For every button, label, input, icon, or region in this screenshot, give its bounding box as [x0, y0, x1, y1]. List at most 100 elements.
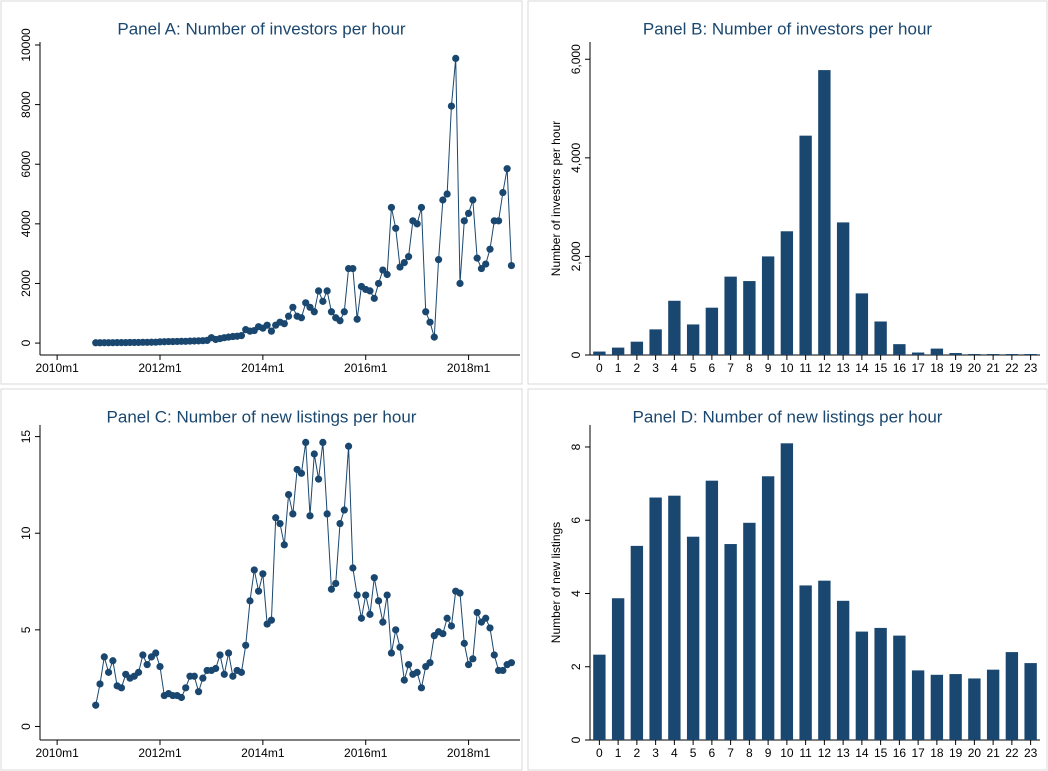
- data-point: [383, 270, 391, 279]
- x-tick-label: 15: [874, 746, 888, 760]
- x-tick-label: 5: [690, 746, 697, 760]
- data-point: [96, 680, 104, 688]
- y-axis-label: Number of investors per hour: [549, 121, 563, 276]
- data-point: [302, 438, 310, 446]
- x-tick-label: 7: [727, 746, 734, 760]
- data-point: [280, 320, 288, 328]
- data-point: [182, 684, 190, 692]
- bar: [855, 293, 869, 355]
- data-point: [212, 664, 220, 673]
- x-tick-label: 9: [765, 746, 772, 760]
- x-tick-label: 15: [874, 361, 888, 375]
- x-tick-label: 18: [930, 361, 944, 375]
- data-point: [323, 510, 331, 518]
- x-tick-label: 21: [986, 361, 1000, 375]
- y-tick-label: 6000: [19, 151, 33, 178]
- x-tick-label: 2016m1: [344, 746, 388, 760]
- x-tick-label: 14: [855, 746, 869, 760]
- x-tick-label: 9: [765, 361, 772, 375]
- data-point: [143, 661, 151, 669]
- data-point: [482, 260, 490, 268]
- bar: [686, 536, 700, 740]
- x-tick-label: 3: [652, 361, 659, 375]
- data-point: [177, 693, 186, 702]
- data-point: [434, 256, 443, 264]
- data-point: [349, 564, 357, 572]
- y-tick-label: 0: [569, 351, 583, 358]
- bar: [630, 341, 644, 355]
- bar: [986, 669, 1000, 740]
- data-point: [447, 622, 456, 630]
- x-tick-label: 20: [968, 361, 982, 375]
- y-tick-label: 0: [19, 723, 33, 730]
- data-point: [349, 264, 357, 273]
- chart-title: Panel B: Number of investors per hour: [643, 19, 932, 38]
- data-point: [392, 224, 400, 232]
- data-point: [370, 574, 378, 582]
- bar: [724, 544, 737, 740]
- x-tick-label: 0: [596, 361, 603, 375]
- data-point: [473, 254, 481, 262]
- data-point: [486, 624, 494, 632]
- data-point: [507, 659, 516, 667]
- x-tick-label: 19: [949, 746, 963, 760]
- bar: [911, 670, 925, 740]
- bar: [668, 300, 681, 355]
- bar: [874, 627, 887, 740]
- data-point: [486, 245, 494, 253]
- x-tick-label: 12: [818, 746, 832, 760]
- data-point: [92, 701, 100, 709]
- data-point: [117, 684, 126, 692]
- data-point: [289, 510, 297, 518]
- data-point: [246, 597, 254, 605]
- data-point: [396, 643, 404, 651]
- y-tick-label: 8: [569, 443, 583, 450]
- bar: [1024, 354, 1037, 355]
- data-point: [456, 589, 464, 597]
- data-point: [357, 614, 366, 622]
- x-tick-label: 8: [746, 746, 753, 760]
- x-tick-label: 6: [709, 361, 716, 375]
- data-point: [280, 541, 288, 549]
- x-tick-label: 2018m1: [447, 361, 491, 375]
- data-point: [139, 651, 147, 659]
- bar: [818, 580, 831, 740]
- bar: [893, 635, 906, 740]
- data-point: [477, 264, 486, 273]
- data-point: [344, 442, 353, 450]
- x-tick-label: 2: [634, 361, 641, 375]
- x-tick-label: 2010m1: [35, 746, 79, 760]
- bar: [911, 352, 925, 355]
- bar: [761, 476, 775, 740]
- bar: [874, 321, 887, 355]
- data-point: [387, 203, 396, 212]
- data-point: [297, 314, 306, 322]
- data-point: [430, 333, 438, 341]
- bar: [968, 678, 981, 740]
- data-point: [370, 294, 378, 302]
- bar: [724, 276, 737, 355]
- y-tick-label: 2,000: [569, 241, 583, 271]
- data-point: [259, 570, 267, 578]
- bar: [668, 495, 681, 740]
- x-tick-label: 13: [836, 746, 850, 760]
- y-tick-label: 15: [19, 430, 33, 444]
- data-point: [379, 618, 387, 626]
- y-tick-label: 6,000: [569, 44, 583, 74]
- data-point: [482, 614, 490, 622]
- data-point: [109, 657, 117, 665]
- bar: [743, 281, 756, 355]
- data-point: [323, 287, 331, 295]
- data-point: [374, 597, 383, 605]
- data-point: [464, 209, 473, 218]
- x-tick-label: 17: [911, 361, 925, 375]
- bar: [593, 654, 606, 740]
- x-tick-label: 2010m1: [35, 361, 79, 375]
- bar: [649, 497, 662, 740]
- x-tick-label: 2014m1: [241, 746, 285, 760]
- data-point: [190, 672, 198, 680]
- data-point: [366, 287, 374, 295]
- bar: [930, 674, 944, 740]
- data-point: [460, 217, 468, 225]
- data-point: [336, 519, 344, 528]
